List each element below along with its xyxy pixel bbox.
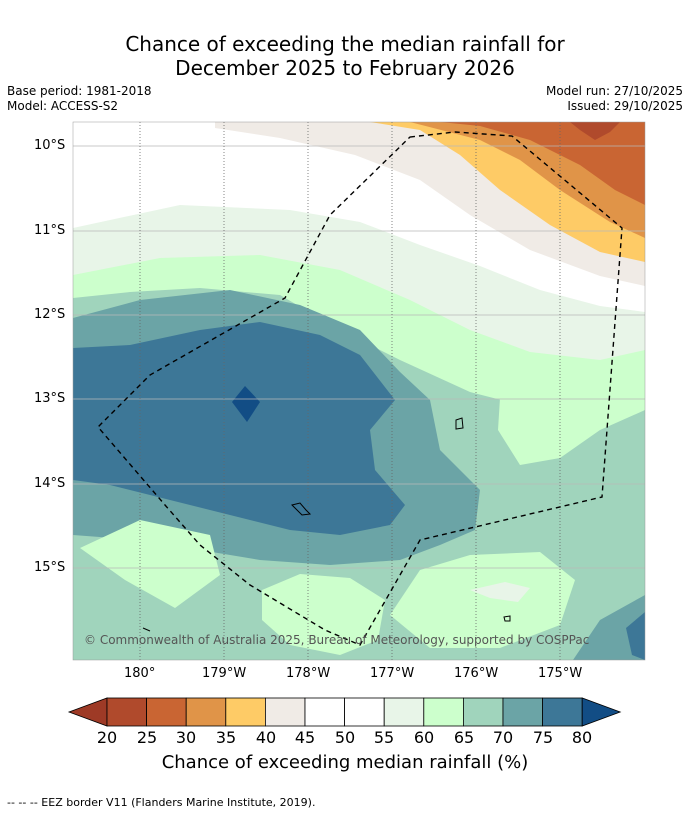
band-20-25 [570,122,620,140]
eez-border [97,131,623,646]
meta-right: Model run: 27/10/2025 Issued: 29/10/2025 [546,84,683,114]
colorbar-tick: 65 [453,728,475,747]
map-frame [72,121,646,661]
colorbar-swatch [264,697,306,727]
colorbar-tick: 35 [215,728,237,747]
model-run: Model run: 27/10/2025 [545,84,683,98]
colorbar-swatch [383,697,425,727]
base-period: Base period: 1981-2018 [7,84,152,98]
colorbar-tick: 25 [136,728,158,747]
lon-label-180: 180° [124,666,156,681]
colorbar-tick: 20 [96,728,118,747]
band-60-65-southeast [390,552,575,648]
colorbar-swatch [344,697,385,727]
band-75-80 [73,322,405,535]
colorbar-swatch [225,697,266,727]
colorbar-swatch [502,697,543,727]
colorbar-tick: 80 [571,728,593,747]
colorbar-tick: 75 [532,728,554,747]
colorbar-tick: 40 [255,728,277,747]
copyright-notice: © Commonwealth of Australia 2025, Bureau… [84,633,590,647]
colorbar-swatch [423,697,464,727]
colorbar-extend-high [581,697,622,727]
band-60-65-east [460,375,645,465]
colorbar-tick: 50 [334,728,356,747]
meta-left: Base period: 1981-2018 Model: ACCESS-S2 [7,84,152,114]
lat-label-12s: 12°S [34,307,66,322]
island-futuna [455,417,464,430]
map-title: Chance of exceeding the median rainfall … [0,32,690,80]
colorbar [67,697,622,727]
lon-label-178w: 178°W [286,666,331,681]
colorbar-swatch [304,697,345,727]
title-line-1: Chance of exceeding the median rainfall … [125,32,565,56]
island-vanua-levu [291,502,312,516]
island-small-southeast [503,615,511,622]
lat-label-13s: 13°S [34,391,66,406]
lat-label-11s: 11°S [34,223,66,238]
band-75-80-south [626,612,645,660]
colorbar-tick: 45 [294,728,316,747]
band-60-65-south [262,574,385,655]
latitude-gridlines [73,145,645,569]
band-55-60-south [470,582,530,602]
colorbar-tick: 55 [373,728,395,747]
lat-label-15s: 15°S [34,560,66,575]
band-60-65-southwest [80,520,220,608]
colorbar-swatch [185,697,227,727]
colorbar-swatch [462,697,504,727]
lat-label-14s: 14°S [34,476,66,491]
colorbar-tick: 30 [175,728,197,747]
band-70-75-south [573,595,645,660]
lon-label-179w: 179°W [202,666,247,681]
colorbar-tick: 60 [413,728,435,747]
lon-label-177w: 177°W [370,666,415,681]
colorbar-tick: 70 [492,728,514,747]
lat-label-10s: 10°S [34,138,66,153]
band-80-plus [232,386,260,422]
contour-fields [73,122,645,660]
model-name: Model: ACCESS-S2 [7,99,119,113]
band-25-30 [440,122,645,205]
colorbar-swatch [542,697,583,727]
colorbar-extend-low [67,697,108,727]
colorbar-swatch [106,697,147,727]
eez-legend-note: -- -- -- EEZ border V11 (Flanders Marine… [7,796,316,809]
lon-label-176w: 176°W [454,666,499,681]
colorbar-swatch [146,697,187,727]
island-small-west [142,627,151,632]
issued-date: Issued: 29/10/2025 [567,99,683,113]
title-line-2: December 2025 to February 2026 [175,56,515,80]
colorbar-title: Chance of exceeding median rainfall (%) [161,752,529,773]
lon-label-175w: 175°W [538,666,583,681]
